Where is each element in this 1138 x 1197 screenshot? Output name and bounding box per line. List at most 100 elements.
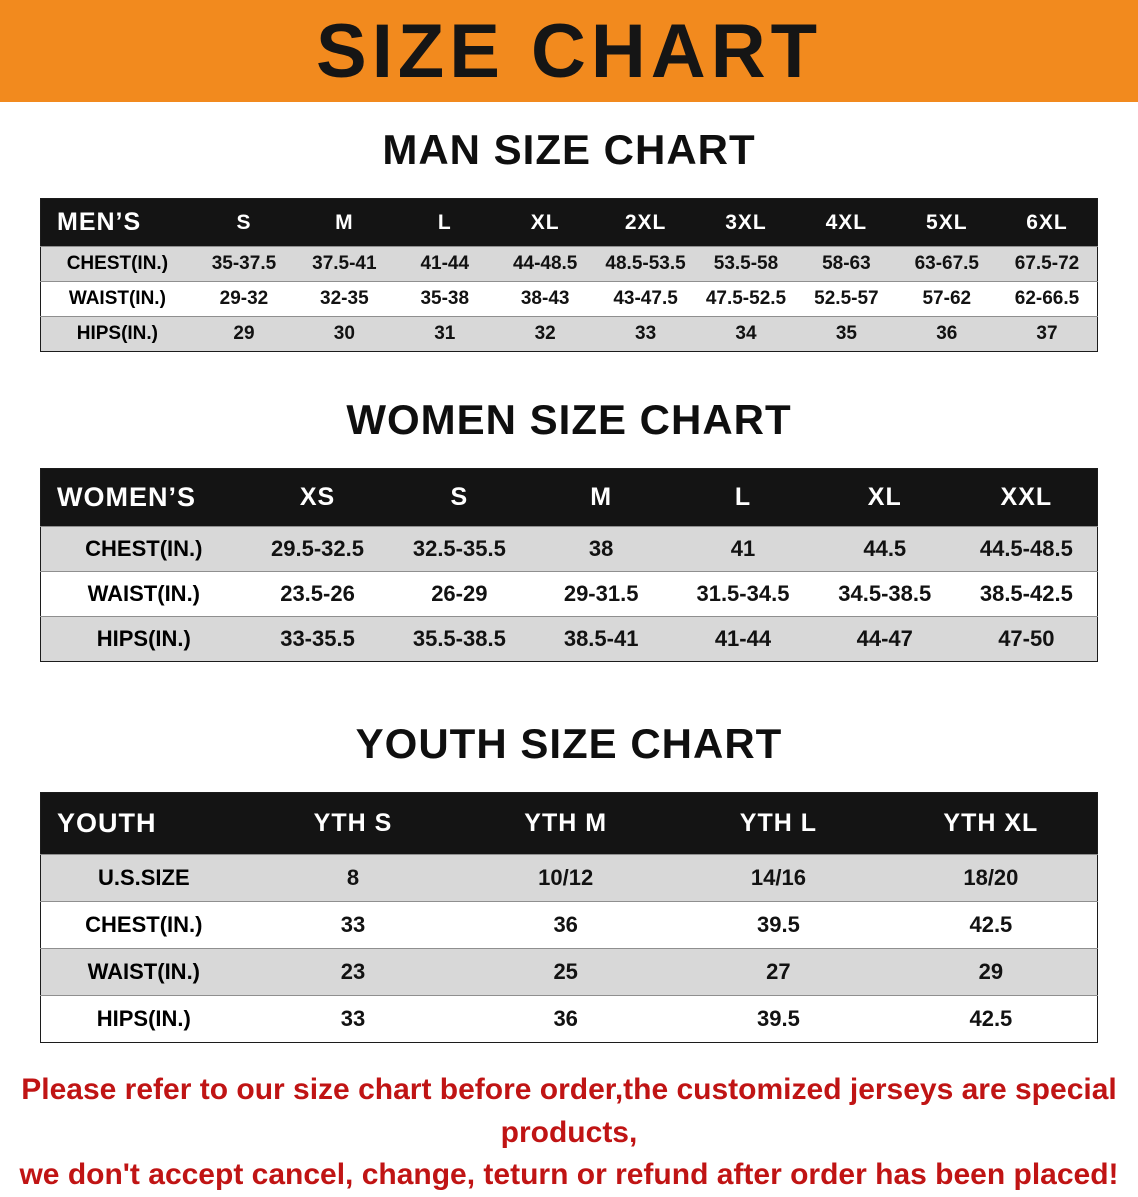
women-section-heading: WOMEN SIZE CHART xyxy=(346,396,792,443)
size-value-cell: 39.5 xyxy=(756,1006,800,1031)
size-value-cell: 32 xyxy=(534,323,556,344)
size-chart-banner: SIZE CHART xyxy=(0,0,1138,102)
measurement-row-label: HIPS(IN.) xyxy=(96,626,191,651)
size-value-cell: 38.5-42.5 xyxy=(979,581,1073,606)
size-column-header: 3XL xyxy=(695,198,797,247)
size-value-cell: 58-63 xyxy=(822,253,871,274)
size-value-cell: 42.5 xyxy=(969,912,1013,937)
size-value-cell: 44-48.5 xyxy=(512,253,578,274)
size-column-header: YTH S xyxy=(246,792,460,855)
table-title-cell: MEN’S xyxy=(40,198,194,247)
size-value-cell: 27 xyxy=(766,959,791,984)
size-value-cell: 29.5-32.5 xyxy=(271,536,364,561)
size-value-cell: 42.5 xyxy=(969,1006,1013,1031)
size-value-cell: 53.5-58 xyxy=(713,253,779,274)
size-value-cell: 36 xyxy=(553,912,578,937)
size-column-header: S xyxy=(193,198,295,247)
size-column-header: YTH M xyxy=(459,792,673,855)
measurement-row: CHEST(IN.) 33 36 39.5 42.5 xyxy=(40,901,1098,949)
size-column-header: XL xyxy=(813,468,956,527)
measurement-row-label: HIPS(IN.) xyxy=(96,1006,191,1031)
page-title: SIZE CHART xyxy=(316,8,822,94)
measurement-row: U.S.SIZE 8 10/12 14/16 18/20 xyxy=(40,854,1098,902)
size-value-cell: 8 xyxy=(346,865,360,890)
size-value-cell: 35-37.5 xyxy=(211,253,277,274)
women-size-table: WOMEN’S XS S M L XL XXL CHEST(IN.) 29.5-32.5 32.5… xyxy=(40,468,1098,662)
size-value-cell: 47-50 xyxy=(998,626,1055,651)
size-value-cell: 37 xyxy=(1036,323,1058,344)
size-value-cell: 29 xyxy=(233,323,255,344)
size-column-header: M xyxy=(294,198,395,247)
size-value-cell: 47.5-52.5 xyxy=(705,288,787,309)
size-value-cell: 41-44 xyxy=(714,626,772,651)
size-value-cell: 32.5-35.5 xyxy=(412,536,506,561)
disclaimer-line-2: we don't accept cancel, change, teturn o… xyxy=(19,1158,1119,1192)
table-title-cell: WOMEN’S xyxy=(40,468,247,527)
youth-section-heading: YOUTH SIZE CHART xyxy=(355,720,783,767)
size-value-cell: 38.5-41 xyxy=(563,626,639,651)
size-column-header: YTH XL xyxy=(884,792,1098,855)
table-header-row: YOUTH YTH S YTH M YTH L YTH XL xyxy=(40,792,1098,855)
size-value-cell: 44.5-48.5 xyxy=(979,536,1073,561)
size-column-header: XS xyxy=(246,468,389,527)
size-value-cell: 35-38 xyxy=(420,288,470,309)
size-value-cell: 35.5-38.5 xyxy=(412,626,506,651)
size-column-header: 2XL xyxy=(595,198,696,247)
size-column-header: S xyxy=(388,468,531,527)
size-value-cell: 29-31.5 xyxy=(563,581,639,606)
size-column-header: L xyxy=(394,198,495,247)
size-column-header: M xyxy=(530,468,673,527)
table-header-row: MEN’S S M L XL 2XL 3XL 4XL 5XL 6XL xyxy=(40,198,1098,247)
measurement-row: WAIST(IN.) 23 25 27 29 xyxy=(40,948,1098,996)
size-column-header: YTH L xyxy=(672,792,885,855)
youth-size-section: YOUTH SIZE CHART YOUTH YTH S YTH M YTH L YTH… xyxy=(0,720,1138,1043)
table-title-cell: YOUTH xyxy=(40,792,247,855)
size-value-cell: 39.5 xyxy=(756,912,800,937)
size-column-header: L xyxy=(672,468,814,527)
measurement-row: WAIST(IN.) 23.5-26 26-29 29-31.5 31.5-34.5 34… xyxy=(40,571,1098,617)
size-value-cell: 33 xyxy=(340,912,366,937)
size-value-cell: 38 xyxy=(588,536,614,561)
size-value-cell: 25 xyxy=(553,959,578,984)
size-value-cell: 32-35 xyxy=(320,288,369,309)
size-value-cell: 62-66.5 xyxy=(1014,288,1080,309)
size-value-cell: 33 xyxy=(635,323,657,344)
size-value-cell: 38-43 xyxy=(520,288,570,309)
measurement-row-label: WAIST(IN.) xyxy=(87,959,201,984)
table-header-row: WOMEN’S XS S M L XL XXL xyxy=(40,468,1098,527)
size-value-cell: 36 xyxy=(553,1006,578,1031)
size-value-cell: 43-47.5 xyxy=(613,288,678,309)
measurement-row: CHEST(IN.) 29.5-32.5 32.5-35.5 38 41 44.5 44.5… xyxy=(40,526,1098,572)
men-section-heading: MAN SIZE CHART xyxy=(382,126,756,173)
size-value-cell: 33-35.5 xyxy=(280,626,355,651)
size-value-cell: 18/20 xyxy=(963,865,1019,890)
size-column-header: 6XL xyxy=(997,198,1098,247)
size-value-cell: 48.5-53.5 xyxy=(605,253,686,274)
size-value-cell: 44.5 xyxy=(863,536,907,561)
measurement-row-label: CHEST(IN.) xyxy=(66,253,169,274)
size-value-cell: 63-67.5 xyxy=(914,253,980,274)
size-value-cell: 30 xyxy=(333,323,355,344)
measurement-row: HIPS(IN.) 33 36 39.5 42.5 xyxy=(40,995,1098,1043)
size-value-cell: 67.5-72 xyxy=(1014,253,1080,274)
size-value-cell: 36 xyxy=(936,323,958,344)
size-value-cell: 31.5-34.5 xyxy=(696,581,790,606)
size-value-cell: 52.5-57 xyxy=(814,288,879,309)
size-value-cell: 14/16 xyxy=(750,865,806,890)
measurement-row-label: CHEST(IN.) xyxy=(85,912,203,937)
size-value-cell: 37.5-41 xyxy=(312,253,377,274)
size-value-cell: 29 xyxy=(978,959,1004,984)
disclaimer: Please refer to our size chart before or… xyxy=(0,1069,1138,1197)
men-size-section: MAN SIZE CHART MEN’S S M L XL 2XL 3XL 4XL 5XL 6XL… xyxy=(0,126,1138,352)
size-value-cell: 41-44 xyxy=(420,253,470,274)
measurement-row: HIPS(IN.) 29 30 31 32 33 34 35 36 37 xyxy=(40,316,1098,352)
women-size-section: WOMEN SIZE CHART WOMEN’S XS S M L XL XXL CHEST(… xyxy=(0,396,1138,662)
size-column-header: XL xyxy=(494,198,596,247)
size-value-cell: 41 xyxy=(730,536,756,561)
measurement-row: WAIST(IN.) 29-32 32-35 35-38 38-43 43-47.5 47.… xyxy=(40,281,1098,317)
measurement-row: CHEST(IN.) 35-37.5 37.5-41 41-44 44-48.5 48.5… xyxy=(40,246,1098,282)
size-value-cell: 31 xyxy=(434,323,456,344)
measurement-row-label: CHEST(IN.) xyxy=(85,536,203,561)
size-value-cell: 23 xyxy=(340,959,366,984)
size-value-cell: 34.5-38.5 xyxy=(838,581,932,606)
